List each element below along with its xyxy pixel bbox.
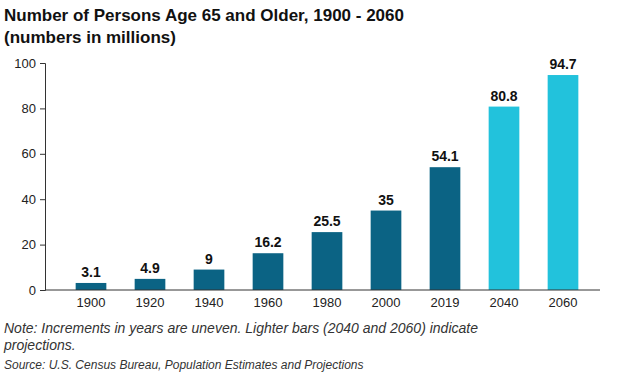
x-tick: 1980 [313,290,342,310]
y-tick: 20 [22,237,45,252]
bar [548,75,579,290]
x-tick: 1920 [136,290,165,310]
x-tick-label: 2060 [549,295,578,310]
data-label: 25.5 [313,213,340,229]
x-tick-label: 1900 [77,295,106,310]
y-tick-label: 60 [22,146,36,161]
y-tick-label: 80 [22,101,36,116]
x-tick-label: 1940 [195,295,224,310]
x-tick-label: 2000 [372,295,401,310]
note: projections. [3,337,76,353]
x-tick-label: 1980 [313,295,342,310]
data-label: 16.2 [254,234,281,250]
chart: Number of Persons Age 65 and Older, 1900… [0,0,639,376]
data-label: 35 [378,192,394,208]
y-tick: 0 [29,283,45,298]
subtitle: (numbers in millions) [4,28,176,47]
x-axis: 1900 1920 1940 1960 1980 2000 2019 2040 2060 [45,290,600,310]
y-tick: 40 [22,192,45,207]
bar [135,279,166,290]
bar [430,167,461,290]
bar [489,107,520,290]
x-tick: 1960 [254,290,283,310]
data-label: 9 [205,251,213,267]
data-label: 80.8 [490,88,517,104]
x-tick: 2060 [549,290,578,310]
data-label: 3.1 [81,264,101,280]
bar [194,270,225,290]
data-label: 54.1 [431,148,458,164]
title: Number of Persons Age 65 and Older, 1900… [4,6,404,25]
x-tick-label: 1960 [254,295,283,310]
x-tick: 1940 [195,290,224,310]
data-labels: 3.1 4.9 9 16.2 25.5 35 54.1 80.8 94.7 [81,56,577,280]
x-axis-line [45,290,600,291]
y-tick-mark [40,199,45,200]
y-tick-mark [40,290,45,291]
bar [253,253,284,290]
y-tick: 80 [22,101,45,116]
x-tick: 2000 [372,290,401,310]
y-tick-mark [40,108,45,109]
x-tick-label: 2019 [431,295,460,310]
x-tick-label: 2040 [490,295,519,310]
note: Note: Increments in years are uneven. Li… [4,320,478,336]
source: Source: U.S. Census Bureau, Population E… [4,358,364,372]
y-tick-mark [40,245,45,246]
y-tick: 100 [14,56,45,71]
y-tick-label: 20 [22,237,36,252]
bar [312,232,343,290]
x-tick: 1900 [77,290,106,310]
y-tick-label: 100 [14,56,36,71]
y-tick-label: 0 [29,283,36,298]
bar [371,211,402,290]
y-axis-line [40,64,46,291]
bar [76,283,107,290]
notes: Note: Increments in years are uneven. Li… [3,320,478,353]
y-tick: 60 [22,146,45,161]
bars [76,75,579,290]
y-tick-mark [40,63,45,64]
y-axis: 0 20 40 60 80 100 [14,56,45,298]
y-tick-label: 40 [22,192,36,207]
data-label: 4.9 [140,260,160,276]
x-tick-label: 1920 [136,295,165,310]
y-tick-mark [40,154,45,155]
x-tick: 2019 [431,290,460,310]
data-label: 94.7 [549,56,576,72]
x-tick: 2040 [490,290,519,310]
